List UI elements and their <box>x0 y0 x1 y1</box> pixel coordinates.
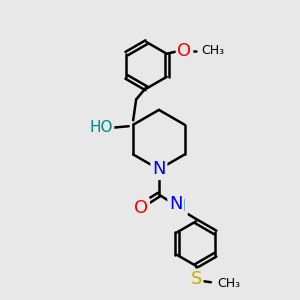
Text: O: O <box>177 42 191 60</box>
Text: N: N <box>169 194 183 212</box>
Text: HO: HO <box>89 120 113 135</box>
Text: CH₃: CH₃ <box>201 44 224 57</box>
Text: O: O <box>134 199 148 217</box>
Text: CH₃: CH₃ <box>217 277 240 290</box>
Text: N: N <box>152 160 166 178</box>
Text: S: S <box>190 270 202 288</box>
Text: H: H <box>175 199 186 214</box>
